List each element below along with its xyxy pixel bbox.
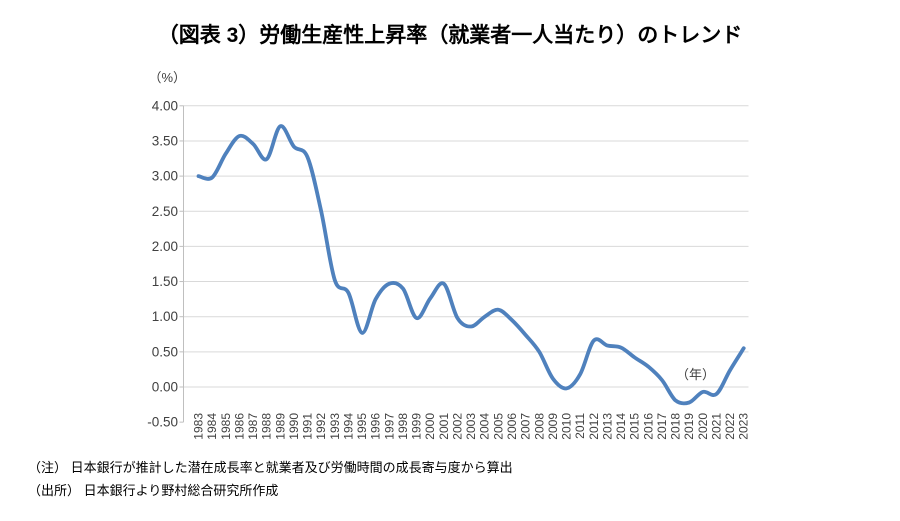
x-tick-label: 1987 [246, 413, 260, 440]
y-tick-label: 3.50 [152, 133, 178, 148]
x-tick-label: 1995 [355, 413, 369, 440]
x-tick-label: 1999 [410, 413, 424, 440]
x-tick-label: 2006 [505, 413, 519, 440]
y-tick-label: 0.00 [152, 380, 178, 395]
x-tick-label: 1985 [219, 413, 233, 440]
x-tick-label: 1992 [314, 413, 328, 440]
x-tick-label: 1986 [232, 413, 246, 440]
x-tick-label: 2005 [491, 413, 505, 440]
y-tick-label: -0.50 [147, 415, 178, 430]
chart-title: （図表 3）労働生産性上昇率（就業者一人当たり）のトレンド [157, 24, 743, 47]
x-tick-label: 2015 [628, 413, 642, 440]
source-note-1: （注） 日本銀行が推計した潜在成長率と就業者及び労働時間の成長寄与度から算出 [28, 460, 513, 475]
x-tick-label: 1998 [396, 413, 410, 440]
x-tick-label: 2013 [600, 413, 614, 440]
x-tick-label: 2012 [587, 413, 601, 440]
x-tick-label: 2002 [451, 413, 465, 440]
y-tick-label: 1.00 [152, 309, 178, 324]
x-tick-label: 2020 [696, 413, 710, 440]
x-tick-label: 1990 [287, 413, 301, 440]
x-tick-label: 1994 [341, 413, 355, 440]
x-tick-label: 2014 [614, 413, 628, 440]
x-tick-label: 2019 [682, 413, 696, 440]
source-note-2: （出所） 日本銀行より野村総合研究所作成 [28, 483, 279, 498]
x-tick-label: 2022 [723, 413, 737, 440]
x-tick-label: 2010 [560, 413, 574, 440]
x-tick-label: 2008 [532, 413, 546, 440]
y-tick-label: 2.00 [152, 239, 178, 254]
y-tick-label: 1.50 [152, 274, 178, 289]
x-tick-label: 1988 [260, 413, 274, 440]
y-axis-unit-label: （%） [148, 70, 186, 85]
x-tick-label: 1983 [192, 413, 206, 440]
x-tick-label: 2004 [478, 413, 492, 440]
x-tick-label: 2007 [519, 413, 533, 440]
x-tick-label: 1989 [273, 413, 287, 440]
x-axis-unit-label: （年） [676, 367, 716, 382]
x-tick-label: 1996 [369, 413, 383, 440]
x-tick-label: 2016 [641, 413, 655, 440]
x-tick-label: 2009 [546, 413, 560, 440]
productivity-growth-line [196, 124, 746, 406]
x-tick-label: 1984 [205, 413, 219, 440]
x-tick-label: 2011 [573, 413, 587, 439]
gridlines [183, 105, 749, 388]
y-tick-label: 2.50 [152, 204, 178, 219]
x-axis-tick-labels: 1983 1984 1985 1986 1987 1988 1989 1990 1991 1992… [192, 413, 751, 440]
x-tick-label: 2023 [737, 413, 751, 440]
x-tick-label: 2021 [709, 413, 723, 440]
x-tick-label: 2017 [655, 413, 669, 440]
x-tick-label: 1997 [382, 413, 396, 440]
x-tick-label: 1993 [328, 413, 342, 440]
x-tick-label: 2018 [669, 413, 683, 440]
x-tick-label: 1991 [301, 413, 315, 440]
y-tick-label: 4.00 [152, 98, 178, 113]
y-tick-label: 0.50 [152, 344, 178, 359]
x-tick-label: 2003 [464, 413, 478, 440]
x-tick-label: 2000 [423, 413, 437, 440]
y-axis [179, 105, 184, 423]
y-tick-label: 3.00 [152, 169, 178, 184]
y-axis-tick-labels: 4.00 3.50 3.00 2.50 2.00 1.50 1.00 0.50 0.00 -0.5… [147, 98, 178, 429]
x-tick-label: 2001 [437, 413, 451, 440]
